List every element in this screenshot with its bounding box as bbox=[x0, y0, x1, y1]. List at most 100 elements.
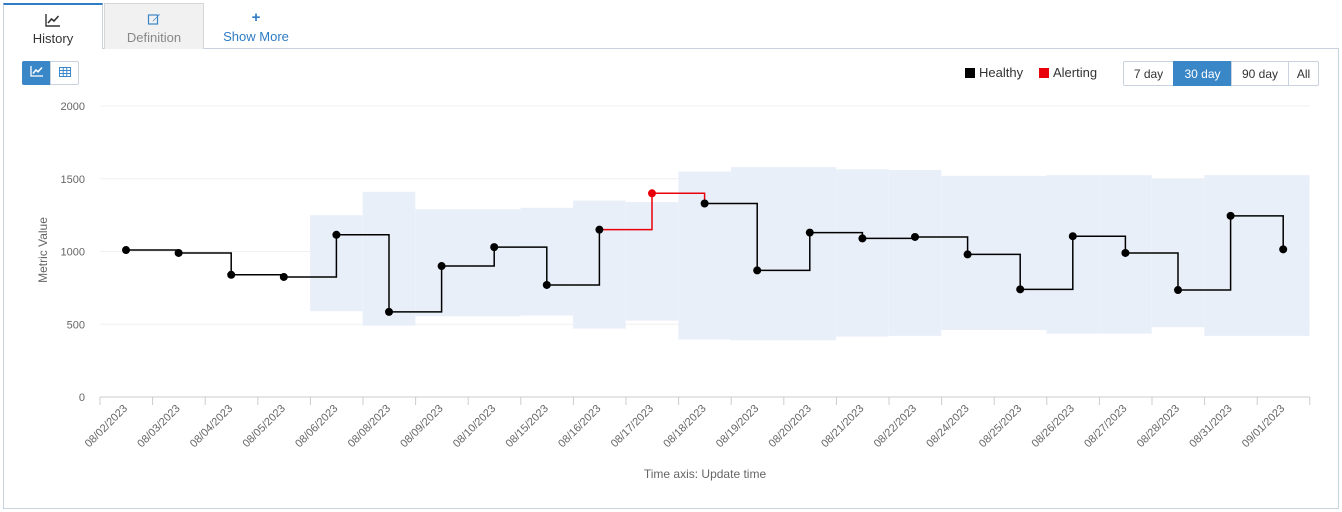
series-step-segment bbox=[915, 236, 969, 255]
series-step-segment bbox=[494, 246, 548, 285]
line-chart-icon bbox=[4, 13, 102, 30]
tab-show-more-label: Show More bbox=[223, 29, 289, 44]
range-7-day-button[interactable]: 7 day bbox=[1123, 61, 1174, 86]
x-tick-label: 08/02/2023 bbox=[83, 403, 130, 450]
x-tick-label: 08/27/2023 bbox=[1082, 403, 1129, 450]
band-segment bbox=[993, 175, 1047, 331]
series-step-segment bbox=[231, 274, 285, 277]
legend-swatch-alerting bbox=[1039, 67, 1049, 78]
x-tick-label: 08/09/2023 bbox=[398, 403, 445, 450]
data-point bbox=[437, 262, 446, 271]
x-tick-label: 08/31/2023 bbox=[1187, 403, 1234, 450]
series-step-segment bbox=[546, 229, 601, 286]
x-tick-label: 08/18/2023 bbox=[661, 403, 708, 450]
axes bbox=[99, 396, 1311, 405]
x-tick-label: 08/26/2023 bbox=[1030, 403, 1077, 450]
data-point bbox=[805, 228, 814, 237]
y-tick-label: 1500 bbox=[61, 174, 85, 186]
legend-item-healthy[interactable]: Healthy bbox=[965, 65, 1023, 80]
series-step-segment bbox=[441, 247, 495, 267]
x-tick-label: 08/28/2023 bbox=[1135, 403, 1182, 450]
series-step-segment bbox=[1178, 215, 1232, 291]
series-line bbox=[126, 192, 1284, 313]
data-point bbox=[227, 270, 236, 279]
tab-history-label: History bbox=[32, 31, 74, 46]
x-axis-title: Time axis: Update time bbox=[644, 467, 767, 481]
data-point bbox=[542, 280, 551, 289]
x-tick-label: 08/15/2023 bbox=[504, 403, 551, 450]
legend-label-healthy: Healthy bbox=[979, 65, 1024, 80]
data-point bbox=[911, 232, 919, 241]
data-point bbox=[1174, 286, 1182, 295]
data-point bbox=[385, 307, 393, 316]
tab-definition[interactable]: Definition bbox=[104, 3, 204, 49]
data-point bbox=[1016, 285, 1025, 294]
band-segment bbox=[836, 169, 889, 337]
data-point bbox=[279, 272, 288, 281]
tab-history[interactable]: History bbox=[3, 3, 103, 49]
table-icon bbox=[58, 64, 71, 82]
data-point bbox=[1068, 232, 1077, 241]
series-step-segment bbox=[283, 234, 338, 278]
data-point bbox=[332, 230, 341, 239]
x-tick-label: 08/16/2023 bbox=[556, 403, 603, 450]
line-chart-icon bbox=[29, 64, 44, 82]
data-point bbox=[174, 248, 183, 257]
x-tick-label: 08/03/2023 bbox=[135, 403, 182, 450]
data-point bbox=[1226, 211, 1235, 220]
x-tick-label: 08/22/2023 bbox=[872, 403, 919, 450]
range-all-button[interactable]: All bbox=[1288, 61, 1319, 86]
x-tick-label: 08/17/2023 bbox=[609, 403, 656, 450]
view-toggle bbox=[22, 61, 80, 85]
x-tick-label: 08/25/2023 bbox=[977, 403, 1024, 450]
data-point bbox=[963, 250, 972, 259]
series-step-segment bbox=[389, 266, 443, 313]
series-step-segment bbox=[1072, 235, 1127, 253]
tab-definition-label: Definition bbox=[126, 30, 182, 45]
tab-bar: History Definition + Show More bbox=[0, 0, 1342, 49]
legend-item-alerting[interactable]: Alerting bbox=[1039, 65, 1097, 80]
data-point bbox=[122, 246, 130, 255]
data-point bbox=[595, 225, 604, 234]
legend-label-alerting: Alerting bbox=[1053, 65, 1098, 80]
series-step-segment bbox=[1230, 215, 1284, 250]
history-panel bbox=[3, 48, 1339, 509]
series-step-segment bbox=[757, 232, 811, 272]
data-point bbox=[490, 243, 499, 252]
tab-show-more[interactable]: + Show More bbox=[206, 3, 306, 49]
x-tick-label: 08/05/2023 bbox=[241, 403, 288, 450]
x-tick-label: 08/08/2023 bbox=[346, 403, 393, 450]
plus-icon: + bbox=[251, 9, 261, 26]
series-step-segment bbox=[178, 252, 232, 275]
band-segment bbox=[1256, 175, 1310, 336]
x-tick-label: 08/06/2023 bbox=[293, 403, 340, 450]
legend-swatch-healthy bbox=[965, 67, 975, 78]
x-tick-label: 08/21/2023 bbox=[819, 403, 866, 450]
y-axis-title: Metric Value bbox=[36, 217, 50, 283]
x-tick-label: 08/04/2023 bbox=[188, 403, 235, 450]
x-tick-label: 09/01/2023 bbox=[1240, 403, 1287, 450]
series-step-segment bbox=[967, 253, 1021, 290]
band-segment bbox=[888, 170, 942, 336]
edit-icon bbox=[105, 12, 203, 29]
y-tick-label: 2000 bbox=[61, 101, 85, 113]
tab-bar-divider bbox=[103, 48, 1339, 49]
range-30-day-button[interactable]: 30 day bbox=[1173, 61, 1232, 86]
x-tick-label: 08/24/2023 bbox=[924, 403, 971, 450]
series-step-segment bbox=[336, 234, 390, 312]
table-view-button[interactable] bbox=[50, 61, 79, 85]
data-point bbox=[1279, 245, 1288, 254]
data-point bbox=[858, 234, 867, 243]
data-point bbox=[1121, 248, 1130, 257]
x-tick-label: 08/19/2023 bbox=[714, 403, 761, 450]
y-tick-label: 500 bbox=[67, 319, 85, 331]
series-step-segment bbox=[704, 202, 758, 271]
series-step-segment bbox=[1020, 236, 1074, 291]
chart-view-button[interactable] bbox=[22, 61, 51, 85]
y-tick-label: 1000 bbox=[61, 247, 85, 259]
series-step-segment bbox=[1125, 252, 1179, 291]
data-point bbox=[753, 266, 762, 275]
range-90-day-button[interactable]: 90 day bbox=[1231, 61, 1289, 86]
x-tick-label: 08/10/2023 bbox=[451, 403, 498, 450]
